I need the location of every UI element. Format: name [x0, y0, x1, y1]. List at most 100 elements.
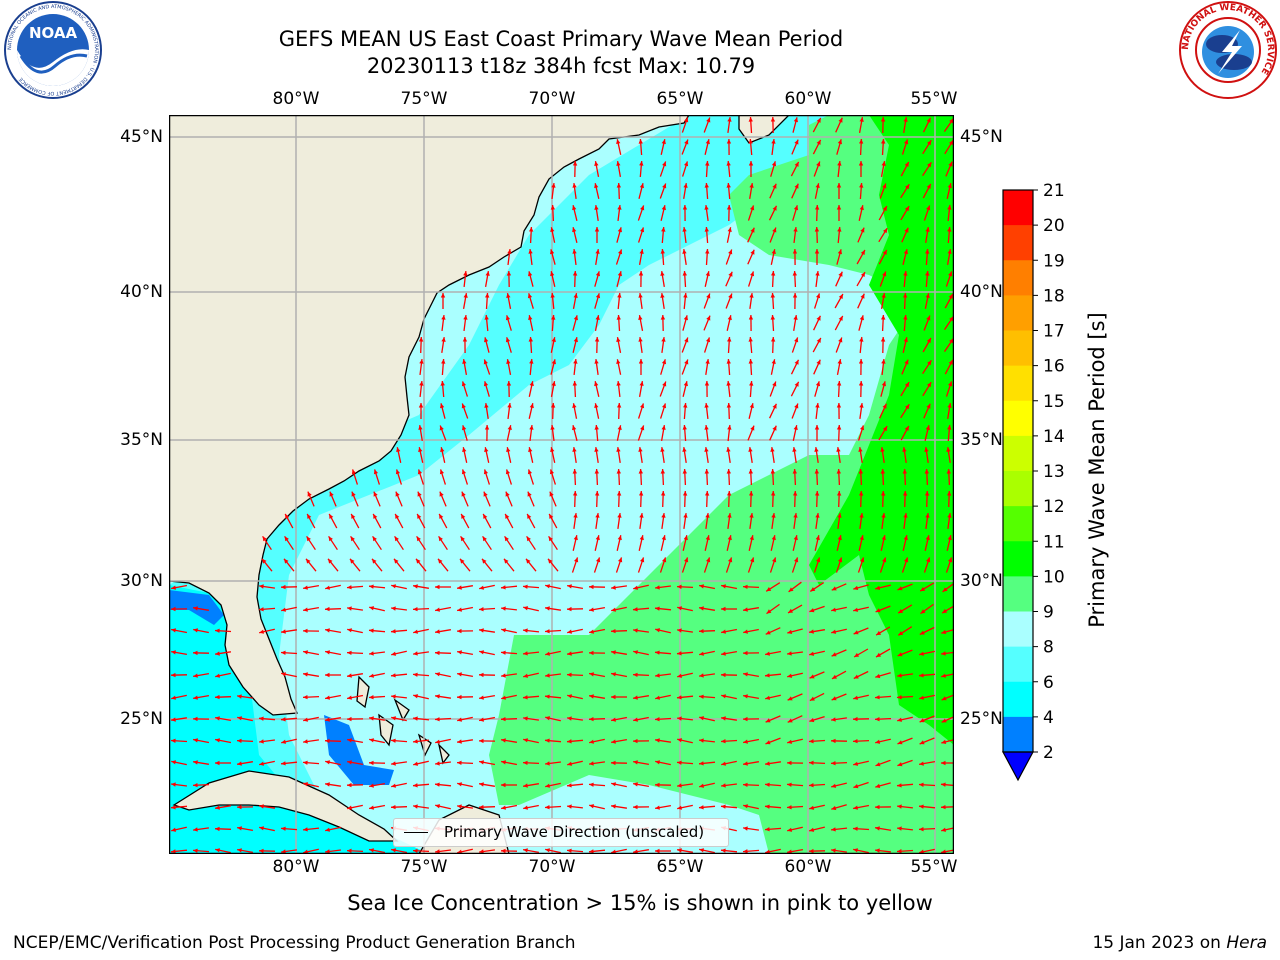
- wave-direction-arrow: [947, 204, 952, 222]
- wave-direction-arrow: [786, 805, 804, 810]
- wave-direction-arrow: [170, 849, 188, 854]
- wave-direction-arrow: [859, 336, 864, 354]
- wave-direction-arrow: [698, 761, 716, 766]
- wave-direction-arrow: [616, 182, 621, 200]
- wave-direction-arrow: [874, 804, 892, 810]
- wave-direction-arrow: [770, 116, 776, 134]
- period-band-9-10: [489, 115, 954, 854]
- wave-direction-arrow: [412, 607, 430, 612]
- wave-direction-arrow: [478, 607, 496, 612]
- wave-direction-arrow: [742, 607, 760, 612]
- wave-direction-arrow: [858, 447, 863, 463]
- wave-direction-arrow: [481, 558, 493, 572]
- wave-direction-arrow: [748, 403, 754, 419]
- wave-direction-arrow: [925, 513, 930, 529]
- wave-direction-arrow: [704, 380, 710, 398]
- wave-direction-arrow: [435, 761, 451, 766]
- wave-direction-arrow: [346, 716, 364, 722]
- wave-direction-arrow: [236, 738, 254, 743]
- wave-direction-arrow: [699, 716, 715, 722]
- wave-direction-arrow: [413, 760, 429, 766]
- wave-direction-arrow: [457, 782, 473, 788]
- wave-direction-arrow: [900, 425, 910, 441]
- wave-direction-arrow: [259, 760, 275, 766]
- wave-direction-arrow: [435, 694, 451, 699]
- wave-direction-arrow: [171, 760, 187, 766]
- wave-direction-arrow: [369, 606, 385, 612]
- wave-direction-arrow: [727, 513, 732, 529]
- wave-direction-arrow: [523, 606, 539, 612]
- wave-direction-arrow: [439, 491, 447, 507]
- wave-direction-arrow: [726, 447, 731, 463]
- wave-direction-arrow: [214, 628, 232, 633]
- wave-direction-arrow: [727, 117, 732, 133]
- footer-host: Hera: [1226, 933, 1267, 953]
- wave-direction-arrow: [258, 607, 276, 612]
- wave-direction-arrow: [456, 672, 474, 678]
- wave-direction-arrow: [836, 535, 842, 551]
- wave-direction-arrow: [787, 672, 803, 678]
- wave-direction-arrow: [325, 826, 341, 832]
- wave-direction-arrow: [770, 359, 776, 375]
- wave-direction-arrow: [853, 606, 869, 612]
- wave-direction-arrow: [808, 783, 826, 788]
- wave-direction-arrow: [478, 716, 496, 722]
- wave-direction-arrow: [170, 606, 188, 612]
- wave-direction-arrow: [660, 535, 666, 551]
- wave-direction-arrow: [853, 670, 869, 680]
- wave-direction-arrow: [440, 293, 446, 309]
- wave-direction-arrow: [192, 694, 210, 700]
- wave-direction-arrow: [831, 782, 847, 788]
- wave-direction-arrow: [879, 183, 887, 199]
- wave-direction-arrow: [572, 227, 578, 243]
- wave-direction-arrow: [902, 468, 907, 486]
- wave-direction-arrow: [859, 403, 864, 419]
- wave-direction-arrow: [944, 293, 954, 309]
- wave-direction-arrow: [944, 139, 954, 155]
- wave-direction-arrow: [440, 380, 445, 398]
- wave-direction-arrow: [346, 738, 364, 744]
- wave-direction-arrow: [395, 491, 403, 507]
- wave-direction-arrow: [549, 469, 557, 485]
- wave-direction-arrow: [748, 138, 753, 156]
- wave-direction-arrow: [259, 739, 275, 744]
- wave-direction-arrow: [809, 582, 825, 592]
- wave-direction-arrow: [831, 649, 847, 657]
- wave-direction-arrow: [742, 761, 760, 766]
- wave-direction-arrow: [390, 673, 408, 678]
- wave-direction-arrow: [572, 535, 578, 551]
- wave-direction-arrow: [683, 292, 688, 310]
- wave-direction-arrow: [594, 227, 600, 243]
- footer-date: 15 Jan 2023 on Hera: [1092, 933, 1267, 953]
- wave-direction-arrow: [770, 468, 775, 486]
- colorbar-tick-label: 9: [1043, 603, 1054, 623]
- wave-direction-arrow: [792, 447, 797, 463]
- wave-direction-arrow: [765, 715, 781, 723]
- wave-direction-arrow: [901, 139, 909, 155]
- wave-direction-arrow: [834, 315, 844, 331]
- wave-direction-arrow: [528, 249, 533, 265]
- wave-direction-arrow: [941, 651, 954, 656]
- wave-direction-arrow: [902, 337, 908, 353]
- wave-direction-arrow: [594, 535, 600, 551]
- wave-direction-arrow: [637, 557, 645, 573]
- wave-direction-arrow: [655, 848, 671, 854]
- wave-direction-arrow: [501, 694, 517, 700]
- wave-direction-arrow: [639, 513, 644, 529]
- wave-direction-arrow: [924, 535, 930, 551]
- wave-direction-arrow: [550, 249, 556, 265]
- wave-direction-arrow: [478, 805, 496, 810]
- wave-direction-arrow: [594, 468, 599, 486]
- wave-direction-arrow: [504, 535, 514, 551]
- wave-direction-arrow: [676, 760, 694, 765]
- wave-direction-arrow: [902, 447, 907, 463]
- wave-direction-arrow: [418, 424, 423, 442]
- wave-direction-arrow: [460, 535, 470, 551]
- wave-direction-arrow: [529, 358, 534, 376]
- wave-direction-arrow: [814, 468, 819, 486]
- wave-direction-arrow: [462, 425, 468, 441]
- wave-direction-arrow: [593, 557, 601, 573]
- wave-direction-arrow: [831, 693, 847, 701]
- wave-direction-arrow: [638, 337, 643, 353]
- wave-direction-arrow: [478, 782, 496, 787]
